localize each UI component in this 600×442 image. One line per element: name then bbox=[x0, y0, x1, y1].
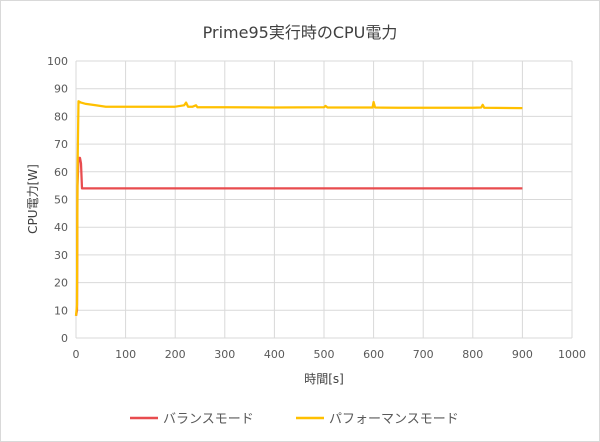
y-tick-label: 70 bbox=[54, 138, 68, 151]
series-group bbox=[74, 100, 523, 317]
y-tick-label: 0 bbox=[61, 332, 68, 345]
x-tick-label: 300 bbox=[214, 348, 235, 361]
x-tick-label: 900 bbox=[512, 348, 533, 361]
x-tick-label: 200 bbox=[165, 348, 186, 361]
legend-label-2: パフォーマンスモード bbox=[329, 412, 459, 427]
y-axis-title: CPU電力[W] bbox=[26, 164, 40, 234]
y-tick-label: 50 bbox=[54, 194, 68, 207]
y-tick-label: 80 bbox=[54, 110, 68, 123]
grid bbox=[75, 60, 573, 339]
y-tick-label: 20 bbox=[54, 277, 68, 290]
x-tick-label: 100 bbox=[115, 348, 136, 361]
x-tick-label: 500 bbox=[314, 348, 335, 361]
x-tick-label: 400 bbox=[264, 348, 285, 361]
legend-label-1: バランスモード bbox=[163, 412, 254, 427]
chart-title: Prime95実行時のCPU電力 bbox=[203, 23, 398, 42]
x-tick-label: 800 bbox=[462, 348, 483, 361]
y-tick-label: 40 bbox=[54, 221, 68, 234]
x-tick-label: 700 bbox=[413, 348, 434, 361]
y-tick-label: 60 bbox=[54, 166, 68, 179]
x-axis-title: 時間[s] bbox=[304, 372, 344, 386]
y-tick-label: 100 bbox=[47, 55, 68, 68]
x-tick-label: 0 bbox=[73, 348, 80, 361]
x-tick-label: 1000 bbox=[558, 348, 586, 361]
legend: バランスモード パフォーマンスモード bbox=[130, 412, 459, 427]
x-tick-label: 600 bbox=[363, 348, 384, 361]
y-tick-label: 90 bbox=[54, 83, 68, 96]
y-tick-label: 30 bbox=[54, 249, 68, 262]
series-line-2 bbox=[74, 100, 523, 316]
y-tick-label: 10 bbox=[54, 304, 68, 317]
